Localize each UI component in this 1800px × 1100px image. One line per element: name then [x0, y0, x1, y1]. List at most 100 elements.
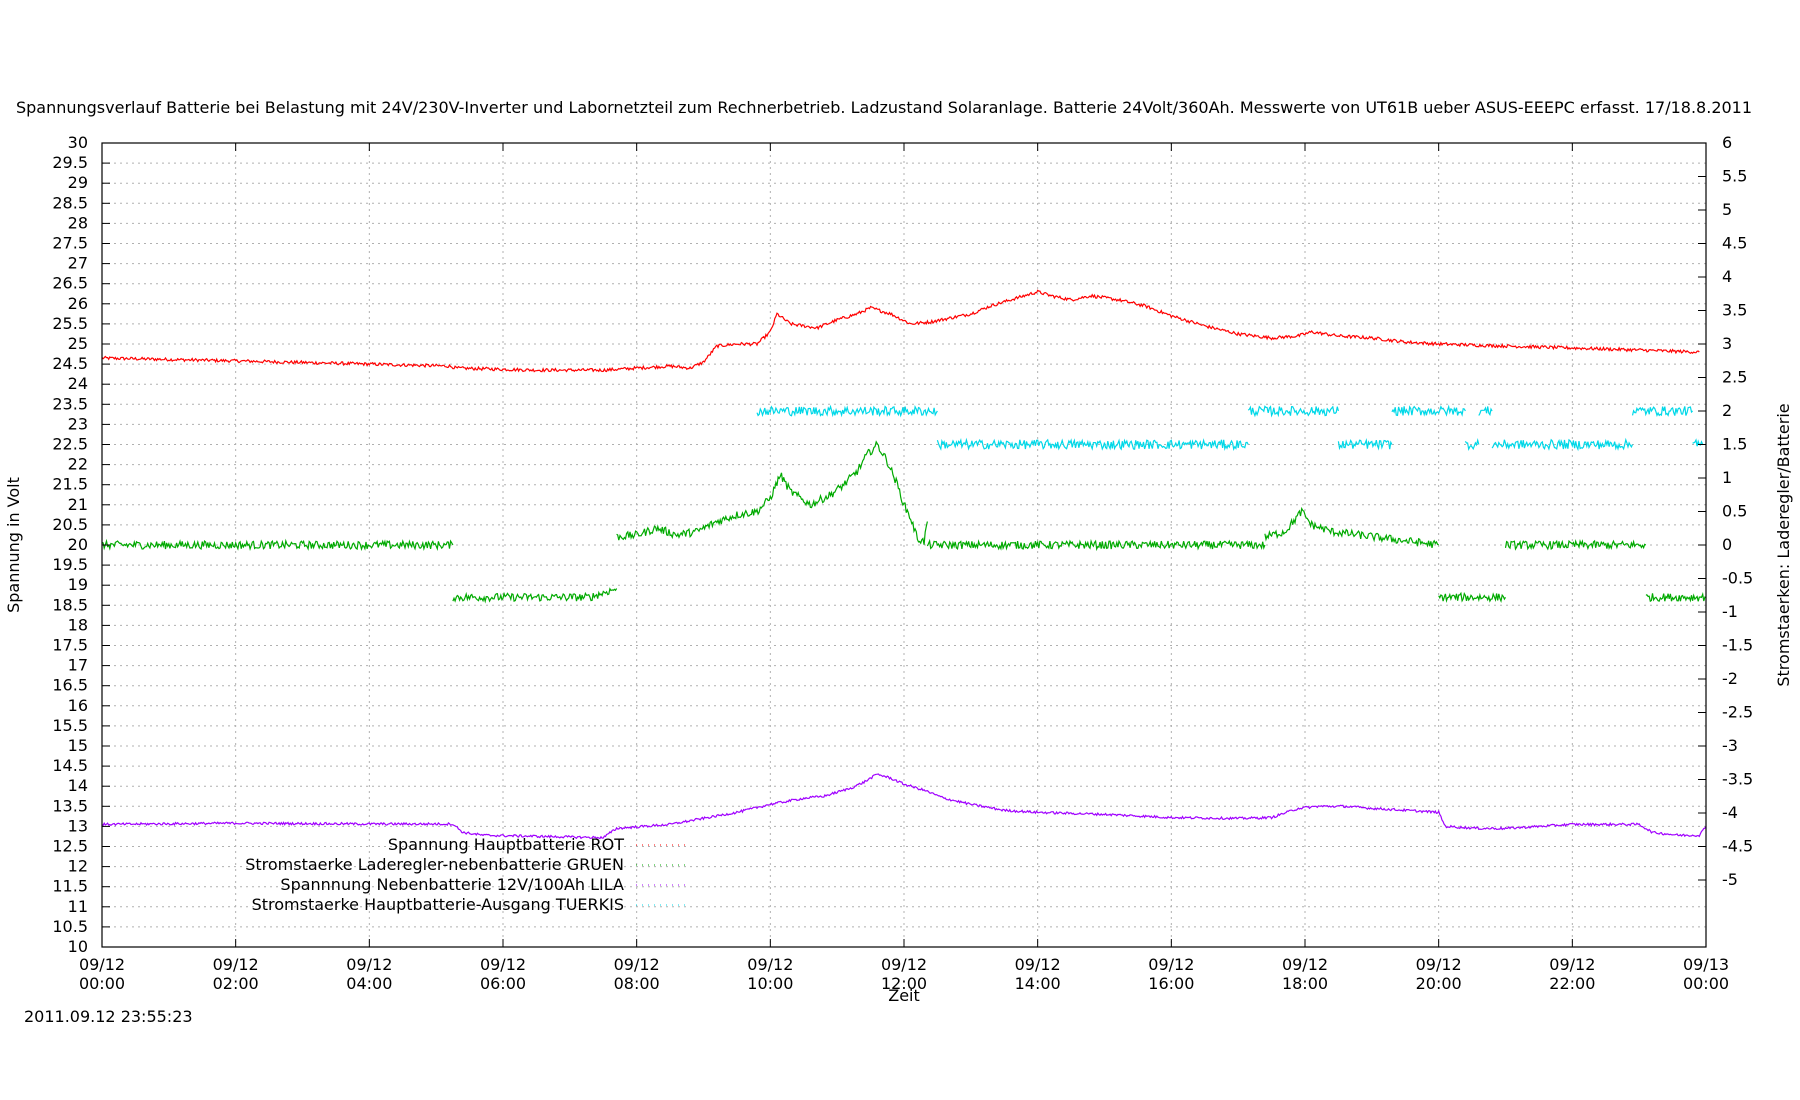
x-tick-label-date: 09/12 — [614, 955, 660, 974]
series-3 — [756, 404, 1704, 452]
y-tick-label: 11.5 — [52, 877, 88, 896]
x-tick-label-time: 20:00 — [1416, 974, 1462, 993]
chart-title: Spannungsverlauf Batterie bei Belastung … — [16, 98, 1752, 117]
y2-axis-tick-labels: -5 -4.5 -4 -3.5 -3 -2.5 -2 -1.5 -1 -0.5 0 0.5 1 1.5 2 2… — [1722, 133, 1753, 889]
series-line-segment — [452, 587, 618, 604]
x-tick-label-date: 09/12 — [1148, 955, 1194, 974]
x-tick-label-date: 09/12 — [1416, 955, 1462, 974]
x-tick-label-date: 09/12 — [79, 955, 125, 974]
series-line-segment — [1464, 437, 1480, 452]
series-line-segment — [936, 437, 1249, 452]
series-1 — [101, 440, 1707, 604]
y2-tick-label: -3 — [1722, 736, 1738, 755]
y-tick-label: 22 — [68, 455, 88, 474]
y-tick-label: 25 — [68, 334, 88, 353]
series-line-segment — [616, 440, 928, 545]
y-tick-label: 27 — [68, 254, 88, 273]
x-tick-label-time: 18:00 — [1282, 974, 1328, 993]
series-line-segment — [1631, 406, 1694, 417]
series-line-segment — [1478, 406, 1493, 417]
y-tick-label: 12 — [68, 857, 88, 876]
y-tick-label: 30 — [68, 133, 88, 152]
y-tick-label: 20 — [68, 535, 88, 554]
y-tick-label: 27.5 — [52, 234, 88, 253]
x-tick-label-date: 09/12 — [1015, 955, 1061, 974]
series-line-segment — [1337, 438, 1393, 451]
x-axis-tick-labels: 09/1200:0009/1202:0009/1204:0009/1206:00… — [79, 955, 1729, 993]
y-tick-label: 15 — [68, 736, 88, 755]
y-tick-label: 26 — [68, 294, 88, 313]
y-tick-label: 23.5 — [52, 394, 88, 413]
series-line-segment — [101, 289, 1700, 373]
y-tick-label: 18.5 — [52, 595, 88, 614]
legend-label: Spannung Hauptbatterie ROT — [388, 835, 624, 854]
tick-marks — [101, 142, 1707, 948]
series-line-segment — [1692, 438, 1704, 447]
y-tick-label: 25.5 — [52, 314, 88, 333]
y2-tick-label: 6 — [1722, 133, 1732, 152]
y-tick-label: 21.5 — [52, 475, 88, 494]
y2-axis-label: Stromstaerken: Laderegler/Batterie — [1774, 403, 1793, 686]
y2-tick-label: 4.5 — [1722, 234, 1747, 253]
x-tick-label-date: 09/12 — [480, 955, 526, 974]
x-tick-label-date: 09/12 — [346, 955, 392, 974]
series-line-segment — [756, 404, 938, 418]
y-tick-label: 20.5 — [52, 515, 88, 534]
series-line-segment — [1247, 405, 1339, 418]
series-line-segment — [101, 773, 1707, 840]
series-line-segment — [1504, 538, 1647, 551]
y2-tick-label: -1.5 — [1722, 636, 1753, 655]
y2-tick-label: 0 — [1722, 535, 1732, 554]
series-line-segment — [1264, 506, 1440, 549]
x-tick-label-time: 10:00 — [747, 974, 793, 993]
x-tick-label-date: 09/12 — [213, 955, 259, 974]
y-tick-label: 28.5 — [52, 193, 88, 212]
y2-tick-label: 5.5 — [1722, 167, 1747, 186]
y2-tick-label: -4 — [1722, 803, 1738, 822]
y-tick-label: 11 — [68, 897, 88, 916]
y2-tick-label: 3 — [1722, 334, 1732, 353]
legend-label: Spannnung Nebenbatterie 12V/100Ah LILA — [280, 875, 624, 894]
x-tick-label-date: 09/12 — [747, 955, 793, 974]
y-tick-label: 19 — [68, 575, 88, 594]
data-series — [101, 289, 1707, 840]
series-line-segment — [1391, 404, 1466, 417]
series-2 — [101, 773, 1707, 840]
y-tick-label: 16.5 — [52, 676, 88, 695]
y2-tick-label: -3.5 — [1722, 770, 1753, 789]
y2-tick-label: 5 — [1722, 200, 1732, 219]
x-tick-label-date: 09/13 — [1683, 955, 1729, 974]
y2-tick-label: -5 — [1722, 870, 1738, 889]
y2-tick-label: -2 — [1722, 669, 1738, 688]
x-tick-label-time: 04:00 — [346, 974, 392, 993]
y-tick-label: 18 — [68, 615, 88, 634]
y2-tick-label: -4.5 — [1722, 837, 1753, 856]
y-tick-label: 22.5 — [52, 435, 88, 454]
x-tick-label-date: 09/12 — [881, 955, 927, 974]
x-tick-label-time: 00:00 — [1683, 974, 1729, 993]
y-tick-label: 15.5 — [52, 716, 88, 735]
y-tick-label: 12.5 — [52, 837, 88, 856]
y-tick-label: 13 — [68, 816, 88, 835]
y2-tick-label: 0.5 — [1722, 502, 1747, 521]
y2-tick-label: -0.5 — [1722, 569, 1753, 588]
y-tick-label: 17 — [68, 656, 88, 675]
y-tick-label: 21 — [68, 495, 88, 514]
y-tick-label: 14.5 — [52, 756, 88, 775]
x-tick-label-time: 06:00 — [480, 974, 526, 993]
y-tick-label: 29 — [68, 173, 88, 192]
y2-tick-label: 3.5 — [1722, 301, 1747, 320]
y2-tick-label: -1 — [1722, 602, 1738, 621]
y-tick-label: 13.5 — [52, 796, 88, 815]
legend-label: Stromstaerke Hauptbatterie-Ausgang TUERK… — [252, 895, 624, 914]
y-tick-label: 28 — [68, 213, 88, 232]
y-tick-label: 29.5 — [52, 153, 88, 172]
x-tick-label-time: 08:00 — [614, 974, 660, 993]
y-tick-label: 23 — [68, 414, 88, 433]
y-tick-label: 10.5 — [52, 917, 88, 936]
series-line-segment — [1438, 591, 1507, 604]
legend-label: Stromstaerke Laderegler-nebenbatterie GR… — [245, 855, 624, 874]
series-line-segment — [1491, 437, 1634, 452]
